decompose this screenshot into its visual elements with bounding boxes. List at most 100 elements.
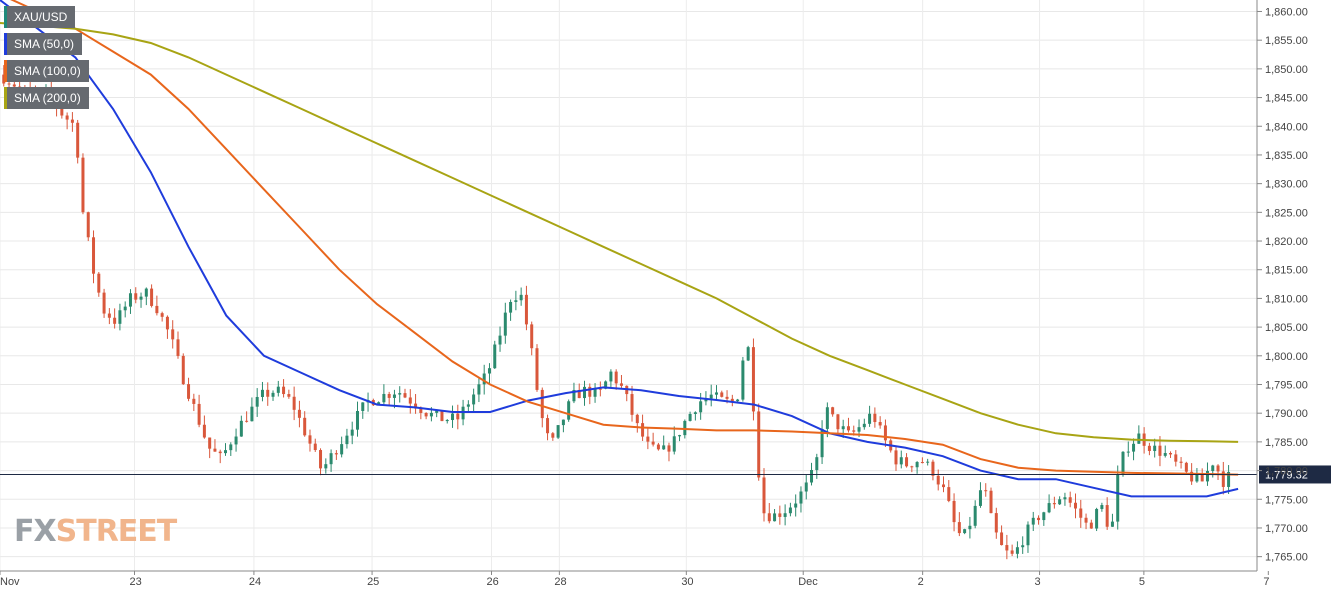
legend-item-sma50[interactable]: SMA (50,0) xyxy=(4,33,83,55)
candle-body xyxy=(1110,521,1114,527)
candle-body xyxy=(429,412,433,417)
legend-item-sma100[interactable]: SMA (100,0) xyxy=(4,60,89,82)
candle-body xyxy=(319,450,323,469)
candle-body xyxy=(509,301,513,313)
legend-label: SMA (50,0) xyxy=(14,37,75,51)
candle-body xyxy=(662,445,666,450)
candle-body xyxy=(841,426,845,430)
x-tick-label: 28 xyxy=(554,576,566,588)
candle-body xyxy=(1205,470,1209,482)
candle-body xyxy=(102,292,106,314)
candle-body xyxy=(171,329,175,340)
y-tick-label: 1,845.00 xyxy=(1265,93,1308,105)
candle-body xyxy=(1137,433,1141,444)
candle-body xyxy=(810,469,814,483)
candle-body xyxy=(313,443,317,451)
y-tick-label: 1,785.00 xyxy=(1265,437,1308,449)
candle-body xyxy=(451,413,455,421)
candle-body xyxy=(1000,532,1004,546)
y-tick-label: 1,835.00 xyxy=(1265,150,1308,162)
current-price-line: 1,779.32 xyxy=(0,465,1331,484)
candle-body xyxy=(1163,453,1167,456)
candle-body xyxy=(192,398,196,404)
candle-body xyxy=(271,392,275,397)
candle-body xyxy=(1037,517,1041,521)
candle-body xyxy=(868,413,872,424)
candle-body xyxy=(461,406,465,420)
candle-body xyxy=(1079,508,1083,518)
candle-body xyxy=(831,407,835,415)
candle-body xyxy=(498,335,502,345)
candle-body xyxy=(160,313,164,317)
candle-body xyxy=(1184,462,1188,472)
candle-body xyxy=(762,477,766,514)
x-tick-label: 26 xyxy=(486,576,498,588)
candle-body xyxy=(614,371,618,384)
candle-body xyxy=(1174,454,1178,462)
candle-body xyxy=(382,393,386,403)
x-tick-label: 7 xyxy=(1263,576,1269,588)
candle-body xyxy=(176,339,180,356)
candle-body xyxy=(952,500,956,523)
candle-body xyxy=(208,437,212,449)
candle-body xyxy=(588,386,592,397)
candle-body xyxy=(329,453,333,465)
x-tick-label: 25 xyxy=(367,576,379,588)
y-tick-label: 1,805.00 xyxy=(1265,322,1308,334)
candle-body xyxy=(139,296,143,300)
y-tick-label: 1,775.00 xyxy=(1265,494,1308,506)
candle-body xyxy=(1063,497,1067,500)
candle-body xyxy=(836,414,840,430)
y-tick-label: 1,795.00 xyxy=(1265,379,1308,391)
candle-body xyxy=(12,84,16,87)
y-tick-label: 1,855.00 xyxy=(1265,35,1308,47)
candle-body xyxy=(414,403,418,409)
candle-body xyxy=(239,420,243,437)
candle-body xyxy=(551,433,555,438)
candle-body xyxy=(392,394,396,398)
candle-body xyxy=(994,513,998,533)
candle-body xyxy=(113,317,117,324)
candle-body xyxy=(445,420,449,422)
candle-body xyxy=(577,389,581,399)
candle-body xyxy=(128,293,132,307)
candle-body xyxy=(942,484,946,488)
x-tick-label: 30 xyxy=(681,576,693,588)
candle-body xyxy=(862,423,866,428)
legend-label: SMA (200,0) xyxy=(14,91,81,105)
legend-item-sma200[interactable]: SMA (200,0) xyxy=(4,87,89,109)
candle-body xyxy=(70,119,74,123)
candle-body xyxy=(1116,474,1120,522)
candle-body xyxy=(572,389,576,402)
logo-part-street: STREET xyxy=(55,514,178,549)
x-axis: Nov 23 24 25 26 28 30 Dec 2 3 5 7 xyxy=(0,570,1269,588)
candle-body xyxy=(60,107,64,116)
legend-swatch xyxy=(4,33,7,55)
candle-body xyxy=(107,313,111,318)
candle-body xyxy=(345,435,349,445)
candle-body xyxy=(846,426,850,431)
candle-body xyxy=(361,402,365,412)
y-tick-label: 1,770.00 xyxy=(1265,523,1308,535)
candle-body xyxy=(472,394,476,405)
candle-body xyxy=(1089,522,1093,529)
y-tick-label: 1,825.00 xyxy=(1265,207,1308,219)
sma-lines xyxy=(0,0,1239,498)
candle-body xyxy=(688,414,692,421)
candle-body xyxy=(234,436,238,445)
candle-body xyxy=(7,83,11,85)
candle-body xyxy=(86,212,90,238)
candle-body xyxy=(487,368,491,374)
candle-body xyxy=(1147,445,1151,451)
y-tick-label: 1,840.00 xyxy=(1265,121,1308,133)
x-tick-label: 3 xyxy=(1035,576,1041,588)
candle-body xyxy=(720,392,724,397)
candle-body xyxy=(530,324,534,349)
candle-body xyxy=(419,408,423,413)
grid-lines xyxy=(0,0,1257,571)
candle-body xyxy=(1169,453,1173,455)
legend-item-xauusd[interactable]: XAU/USD xyxy=(4,6,76,28)
candle-body xyxy=(894,450,898,465)
candle-body xyxy=(1084,517,1088,523)
